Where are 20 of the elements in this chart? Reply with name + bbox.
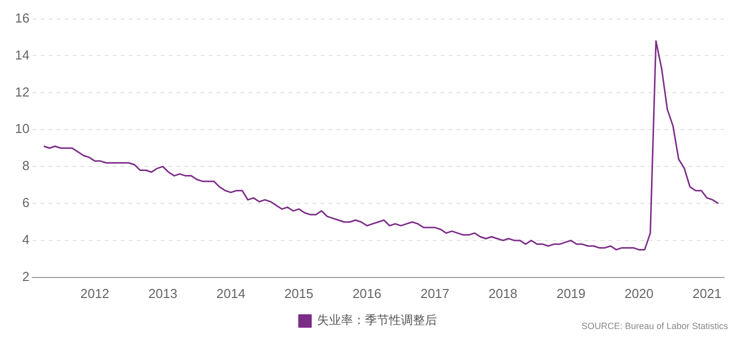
- x-tick-label: 2021: [692, 286, 722, 301]
- y-tick-label: 14: [14, 47, 30, 62]
- source-note: SOURCE: Bureau of Labor Statistics: [581, 321, 728, 331]
- x-tick-label: 2019: [556, 286, 586, 301]
- y-tick-label: 12: [14, 84, 30, 100]
- x-tick-label: 2012: [80, 286, 110, 301]
- x-tick-label: 2016: [352, 286, 382, 301]
- y-tick-label: 16: [14, 10, 30, 26]
- x-tick-label: 2017: [420, 286, 450, 301]
- x-tick-label: 2013: [148, 286, 178, 301]
- x-tick-label: 2015: [284, 286, 314, 301]
- y-tick-label: 2: [22, 268, 30, 284]
- x-tick-label: 2018: [488, 286, 518, 301]
- y-tick-label: 8: [22, 158, 30, 174]
- x-tick-label: 2020: [624, 286, 654, 301]
- y-tick-label: 4: [22, 232, 30, 248]
- legend-label: 失业率：季节性调整后: [317, 313, 437, 328]
- y-tick-label: 10: [14, 121, 30, 136]
- x-tick-label: 2014: [216, 286, 246, 301]
- y-tick-label: 6: [22, 195, 30, 210]
